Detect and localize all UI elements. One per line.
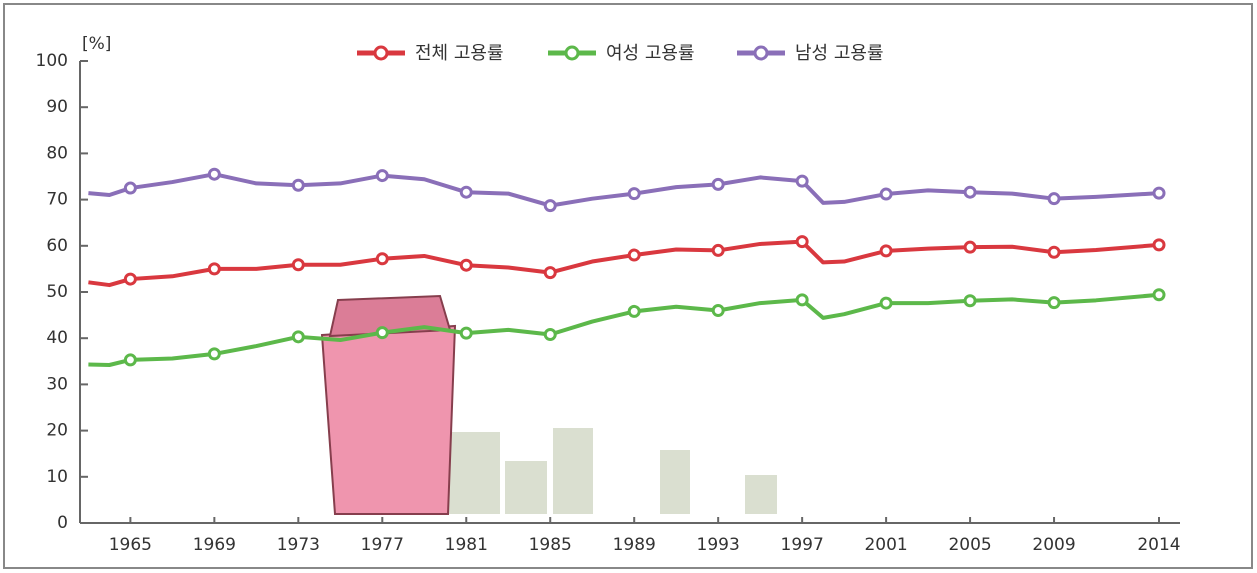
series-line: [88, 292, 1160, 367]
y-tick-label: 30: [46, 374, 68, 394]
series-line: [88, 172, 1160, 208]
series-marker: [375, 252, 389, 266]
y-tick-label: 80: [46, 143, 68, 163]
x-tick-label: 1993: [697, 535, 740, 555]
series-marker: [207, 262, 221, 276]
x-tick-label: 2005: [948, 535, 991, 555]
series-marker: [459, 326, 473, 340]
series-marker: [795, 293, 809, 307]
series-marker: [963, 294, 977, 308]
y-tick-label: 50: [46, 282, 68, 302]
series-marker: [879, 187, 893, 201]
series-marker: [795, 174, 809, 188]
series-marker: [879, 296, 893, 310]
series-marker: [627, 187, 641, 201]
legend-label: 전체 고용률: [415, 43, 504, 64]
x-tick-label: 2001: [864, 535, 907, 555]
y-tick-label: 0: [57, 513, 68, 533]
series-marker: [1152, 288, 1166, 302]
legend-marker: [753, 45, 769, 61]
series-marker: [123, 181, 137, 195]
legend-label: 여성 고용률: [606, 43, 695, 64]
y-tick-label: 20: [46, 421, 68, 441]
legend-marker: [564, 45, 580, 61]
y-tick-label: 40: [46, 328, 68, 348]
series-marker: [123, 353, 137, 367]
frame: [3, 3, 1253, 569]
x-tick-label: 1977: [361, 535, 404, 555]
x-tick-label: 1969: [193, 535, 236, 555]
series-marker: [459, 258, 473, 272]
series-marker: [711, 243, 725, 257]
x-tick-label: 1981: [445, 535, 488, 555]
x-tick-label: 2009: [1032, 535, 1075, 555]
x-tick-label: 1973: [277, 535, 320, 555]
y-tick-label: 90: [46, 97, 68, 117]
series-marker: [543, 266, 557, 280]
series-marker: [1152, 238, 1166, 252]
x-tick-label: 1965: [109, 535, 152, 555]
legend: 전체 고용률 여성 고용률 남성 고용률: [357, 43, 884, 64]
series-marker: [123, 272, 137, 286]
series-marker: [543, 328, 557, 342]
series-marker: [627, 304, 641, 318]
series-marker: [1047, 296, 1061, 310]
series-marker: [879, 244, 893, 258]
series-marker: [795, 235, 809, 249]
x-tick-label: 1997: [781, 535, 824, 555]
series-marker: [1047, 192, 1061, 206]
legend-marker: [373, 45, 389, 61]
y-axis-label: [%]: [82, 34, 111, 54]
series-marker: [291, 178, 305, 192]
series-marker: [459, 185, 473, 199]
y-tick-label: 100: [36, 51, 68, 71]
legend-label: 남성 고용률: [795, 43, 884, 64]
y-tick-label: 60: [46, 236, 68, 256]
series-marker: [963, 185, 977, 199]
series-marker: [963, 240, 977, 254]
series-marker: [375, 169, 389, 183]
series-marker: [1152, 186, 1166, 200]
x-tick-label: 2014: [1137, 535, 1180, 555]
x-tick-label: 1989: [613, 535, 656, 555]
series-marker: [711, 177, 725, 191]
series-marker: [375, 326, 389, 340]
decoration: [320, 294, 777, 515]
series-marker: [711, 303, 725, 317]
y-tick-label: 70: [46, 190, 68, 210]
series-marker: [291, 258, 305, 272]
series-marker: [543, 199, 557, 213]
series-line: [88, 239, 1160, 288]
y-tick-label: 10: [46, 467, 68, 487]
series-marker: [291, 330, 305, 344]
series-marker: [207, 167, 221, 181]
series-marker: [1047, 245, 1061, 259]
series-marker: [207, 347, 221, 361]
x-tick-label: 1985: [529, 535, 572, 555]
series-marker: [627, 248, 641, 262]
